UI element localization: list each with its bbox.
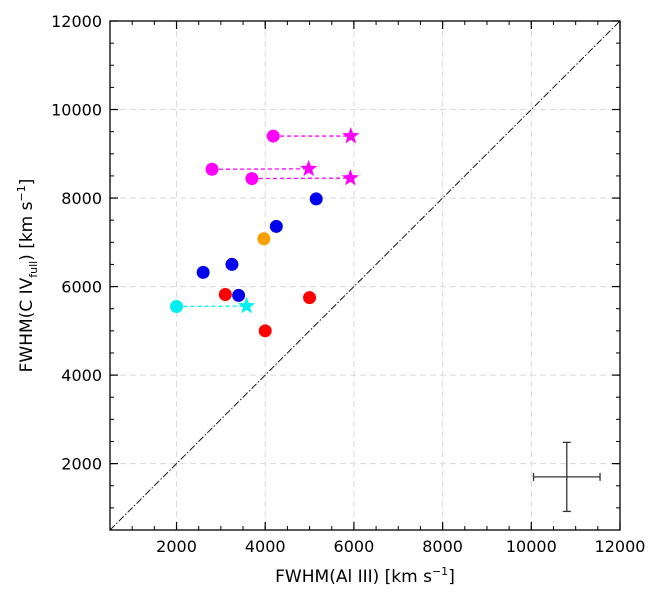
pair-circle-point bbox=[245, 172, 259, 186]
y-tick-label: 8000 bbox=[61, 189, 102, 208]
blue-point bbox=[232, 288, 246, 302]
pair-circle-point bbox=[266, 129, 280, 143]
y-tick-label: 10000 bbox=[51, 101, 102, 120]
grid-lines bbox=[110, 21, 620, 530]
plot-frame bbox=[109, 20, 621, 531]
y-tick-label: 2000 bbox=[61, 455, 102, 474]
blue-point bbox=[196, 265, 210, 279]
x-tick-label: 8000 bbox=[422, 537, 463, 556]
orange-point bbox=[257, 232, 271, 246]
x-tick-label: 12000 bbox=[595, 537, 646, 556]
plot-area bbox=[110, 21, 620, 530]
blue-point bbox=[225, 257, 239, 271]
pair-circle-point bbox=[205, 162, 219, 176]
pair-star-point bbox=[342, 127, 360, 144]
error-bar bbox=[532, 441, 601, 513]
blue-point bbox=[269, 219, 283, 233]
x-axis-title: FWHM(Al III) [km s−1] bbox=[275, 565, 455, 587]
y-tick-label: 4000 bbox=[61, 366, 102, 385]
red-point bbox=[303, 291, 317, 305]
x-tick-label: 4000 bbox=[245, 537, 286, 556]
red-point bbox=[218, 288, 232, 302]
y-tick-label: 6000 bbox=[61, 278, 102, 297]
pair-circle-point bbox=[170, 299, 184, 313]
axis-ticks: 2000 4000 6000 8000 10000 12000 2000 4000 6000 80… bbox=[51, 12, 645, 556]
red-point bbox=[258, 324, 272, 338]
pair-star-point bbox=[238, 297, 256, 314]
x-tick-label: 10000 bbox=[506, 537, 557, 556]
one-to-one-line bbox=[110, 21, 620, 530]
x-tick-label: 6000 bbox=[334, 537, 375, 556]
x-tick-label: 2000 bbox=[156, 537, 197, 556]
blue-point bbox=[309, 192, 323, 206]
pair-star-point bbox=[300, 159, 318, 177]
pair-star-point bbox=[341, 169, 359, 186]
y-tick-label: 12000 bbox=[51, 12, 102, 31]
y-axis-title: FWHM(C IVfull) [km s−1] bbox=[15, 179, 40, 373]
